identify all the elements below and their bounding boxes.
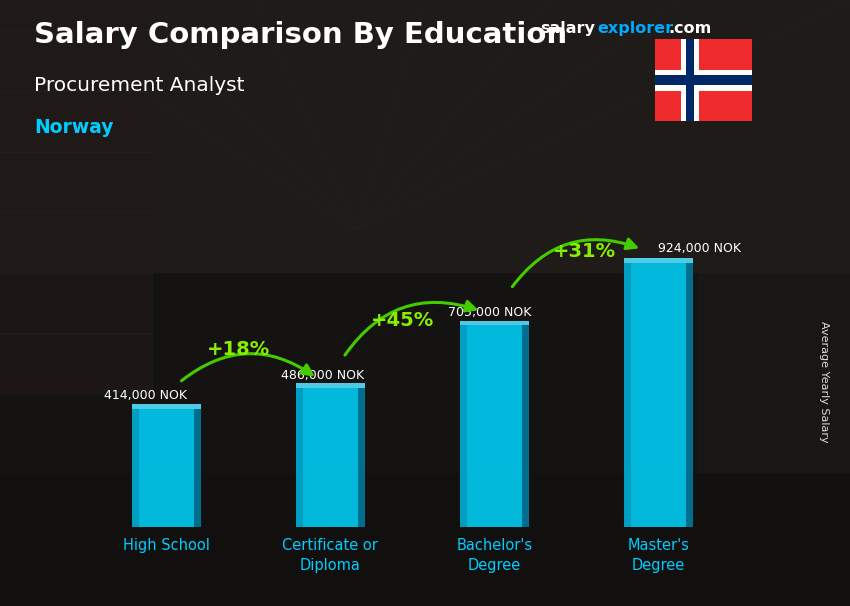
- Bar: [681, 39, 699, 121]
- Bar: [194, 408, 201, 527]
- Bar: [132, 408, 139, 527]
- Bar: [132, 408, 201, 527]
- Text: 486,000 NOK: 486,000 NOK: [281, 370, 364, 382]
- Text: +18%: +18%: [207, 340, 270, 359]
- Bar: [296, 388, 365, 527]
- Bar: [522, 325, 529, 527]
- Bar: [132, 404, 201, 408]
- Text: +31%: +31%: [553, 242, 616, 261]
- Text: Procurement Analyst: Procurement Analyst: [34, 76, 245, 95]
- Bar: [358, 388, 365, 527]
- Text: salary: salary: [540, 21, 595, 36]
- Bar: [460, 325, 467, 527]
- Text: 414,000 NOK: 414,000 NOK: [104, 388, 187, 402]
- Bar: [296, 388, 303, 527]
- Text: 924,000 NOK: 924,000 NOK: [659, 242, 741, 255]
- Text: 705,000 NOK: 705,000 NOK: [448, 306, 532, 319]
- Text: Norway: Norway: [34, 118, 114, 137]
- Bar: [0, 273, 850, 606]
- Bar: [686, 39, 694, 121]
- Bar: [624, 262, 693, 527]
- Text: explorer: explorer: [598, 21, 674, 36]
- Bar: [0, 0, 153, 394]
- Bar: [654, 75, 752, 85]
- Bar: [460, 325, 529, 527]
- Text: +45%: +45%: [371, 310, 434, 330]
- Bar: [686, 262, 693, 527]
- Bar: [697, 212, 850, 606]
- Bar: [624, 262, 631, 527]
- Bar: [624, 258, 693, 262]
- Text: Salary Comparison By Education: Salary Comparison By Education: [34, 21, 567, 49]
- Bar: [460, 321, 529, 325]
- Bar: [296, 383, 365, 388]
- Text: Average Yearly Salary: Average Yearly Salary: [819, 321, 829, 442]
- Bar: [0, 473, 850, 606]
- Bar: [0, 0, 850, 273]
- Bar: [654, 70, 752, 90]
- Text: .com: .com: [668, 21, 711, 36]
